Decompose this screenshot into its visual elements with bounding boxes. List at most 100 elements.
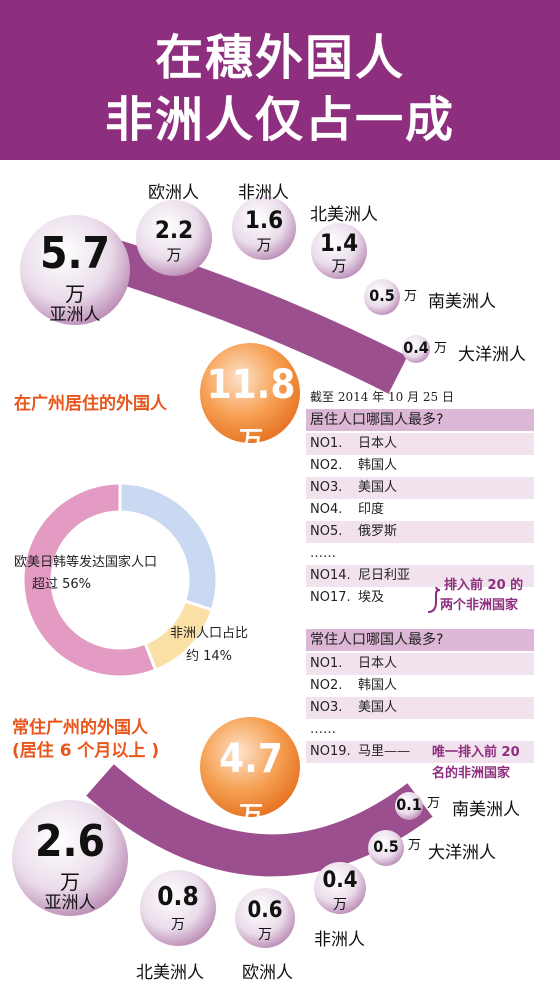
list2-note-line1: 唯一排入前 20: [432, 745, 520, 760]
top-region-bubble-0: [20, 215, 130, 325]
bottom-region-name-0: 亚洲人: [44, 893, 96, 913]
top-region-value-1: 2.2: [154, 216, 194, 244]
top-region-name-5: 大洋洲人: [458, 345, 526, 365]
header-banner: 在穗外国人 非洲人仅占一成: [0, 0, 560, 160]
list1-title: 居住人口哪国人最多?: [306, 409, 534, 431]
bottom-region-unit-4: 万: [408, 838, 422, 853]
top-region-name-0: 亚洲人: [49, 305, 101, 325]
list2-rank: NO1.: [310, 656, 343, 671]
donut-chart: [21, 481, 219, 679]
bottom-arc: [86, 764, 433, 877]
top-region-bubble-4: [364, 279, 400, 315]
list2-rank: ……: [310, 722, 336, 737]
list1-country: 印度: [358, 502, 385, 517]
top-region-unit-2: 万: [256, 236, 272, 254]
donut-label-developed-line1: 欧美日韩等发达国家人口: [14, 555, 158, 570]
list1-row: NO5. 俄罗斯: [306, 521, 534, 543]
list1-country: 韩国人: [358, 458, 398, 473]
top-region-unit-0: 万: [65, 282, 85, 306]
list2-row: NO3. 美国人: [306, 697, 534, 719]
list2-rank: NO19.: [310, 744, 351, 759]
list1-note-line1: 排入前 20 的: [444, 578, 524, 593]
list2-country: 日本人: [358, 656, 398, 671]
top-region-value-2: 1.6: [244, 206, 284, 234]
donut-label-developed-line2: 超过 56%: [32, 577, 92, 592]
top-region-unit-3: 万: [331, 257, 347, 275]
top-region-unit-4: 万: [404, 289, 418, 304]
bottom-region-bubble-2: [235, 888, 295, 948]
list1-row: NO17. 埃及: [306, 587, 534, 609]
list1-rank: NO14.: [310, 568, 351, 583]
top-region-name-2: 非洲人: [238, 183, 289, 203]
bottom-region-bubble-4: [368, 830, 404, 866]
list2-country: 美国人: [358, 700, 398, 715]
bottom-region-value-5: 0.1: [396, 795, 422, 814]
top-region-name-1: 欧洲人: [148, 183, 199, 203]
list1-rank: NO2.: [310, 458, 343, 473]
bottom-region-name-4: 大洋洲人: [428, 843, 496, 863]
total-value: 11.8: [206, 362, 296, 408]
list2-row: NO2. 韩国人: [306, 675, 534, 697]
list1-country: 俄罗斯: [358, 524, 398, 539]
top-region-bubble-2: [232, 196, 296, 260]
list1-rank: NO1.: [310, 436, 343, 451]
resident-label-line2: (居住 6 个月以上 ): [12, 741, 160, 761]
bottom-region-bubble-3: [314, 862, 366, 914]
bottom-region-bubble-0: [12, 800, 128, 916]
list2-row: NO19. 马里——: [306, 741, 534, 763]
list2-title: 常住人口哪国人最多?: [306, 629, 534, 651]
list1-rank: NO5.: [310, 524, 343, 539]
bottom-region-value-0: 2.6: [34, 816, 106, 867]
list1-country: 美国人: [358, 480, 398, 495]
date-note: 截至 2014 年 10 月 25 日: [310, 390, 454, 404]
bottom-region-unit-2: 万: [258, 927, 272, 943]
list2-note-line2: 名的非洲国家: [432, 766, 511, 781]
list2-row: ……: [306, 719, 534, 741]
donut-slice-0: [21, 481, 158, 679]
list2-country: 马里——: [358, 744, 411, 759]
top-region-name-3: 北美洲人: [310, 205, 378, 225]
total-label: 在广州居住的外国人: [14, 394, 167, 414]
list1-country: 埃及: [358, 590, 385, 605]
bottom-region-bubble-1: [140, 870, 216, 946]
bottom-region-name-3: 非洲人: [314, 930, 365, 950]
total-bubble: [200, 343, 300, 443]
top-region-value-5: 0.4: [403, 338, 429, 357]
donut-label-africa-line1: 非洲人口占比: [170, 626, 249, 641]
top-region-value-4: 0.5: [369, 286, 395, 305]
total-unit: 万: [239, 426, 263, 454]
list1-row: NO3. 美国人: [306, 477, 534, 499]
list1-country: 尼日利亚: [358, 568, 411, 583]
bottom-region-unit-5: 万: [427, 796, 441, 811]
bottom-region-name-1: 北美洲人: [136, 963, 204, 983]
list1-rank: ……: [310, 546, 336, 561]
top-region-value-3: 1.4: [319, 229, 359, 257]
top-region-unit-1: 万: [166, 246, 182, 264]
top-region-unit-5: 万: [434, 341, 448, 356]
top-region-bubble-1: [136, 200, 212, 276]
list1-row: NO1. 日本人: [306, 433, 534, 455]
resident-label-line1: 常住广州的外国人: [12, 718, 148, 738]
resident-unit: 万: [239, 801, 263, 829]
list1-note-line2: 两个非洲国家: [440, 598, 519, 613]
resident-bubble: [200, 717, 300, 817]
top-region-name-4: 南美洲人: [428, 292, 496, 312]
bottom-region-value-2: 0.6: [247, 898, 283, 923]
resident-value: 4.7: [219, 736, 283, 782]
list1-country: 日本人: [358, 436, 398, 451]
list1-row: ……: [306, 543, 534, 565]
list1-rank: NO3.: [310, 480, 343, 495]
list2-row: NO1. 日本人: [306, 653, 534, 675]
list2-rank: NO3.: [310, 700, 343, 715]
top-region-bubble-5: [402, 335, 430, 363]
bottom-region-name-2: 欧洲人: [242, 963, 293, 983]
bottom-region-value-3: 0.4: [322, 868, 358, 893]
bottom-region-value-4: 0.5: [373, 837, 399, 856]
list2-country: 韩国人: [358, 678, 398, 693]
bottom-region-unit-3: 万: [333, 897, 347, 913]
donut-slice-2: [118, 481, 219, 612]
bottom-region-value-1: 0.8: [157, 882, 199, 912]
list1-rank: NO17.: [310, 590, 351, 605]
main-title-line1: 在穗外国人: [154, 30, 405, 86]
